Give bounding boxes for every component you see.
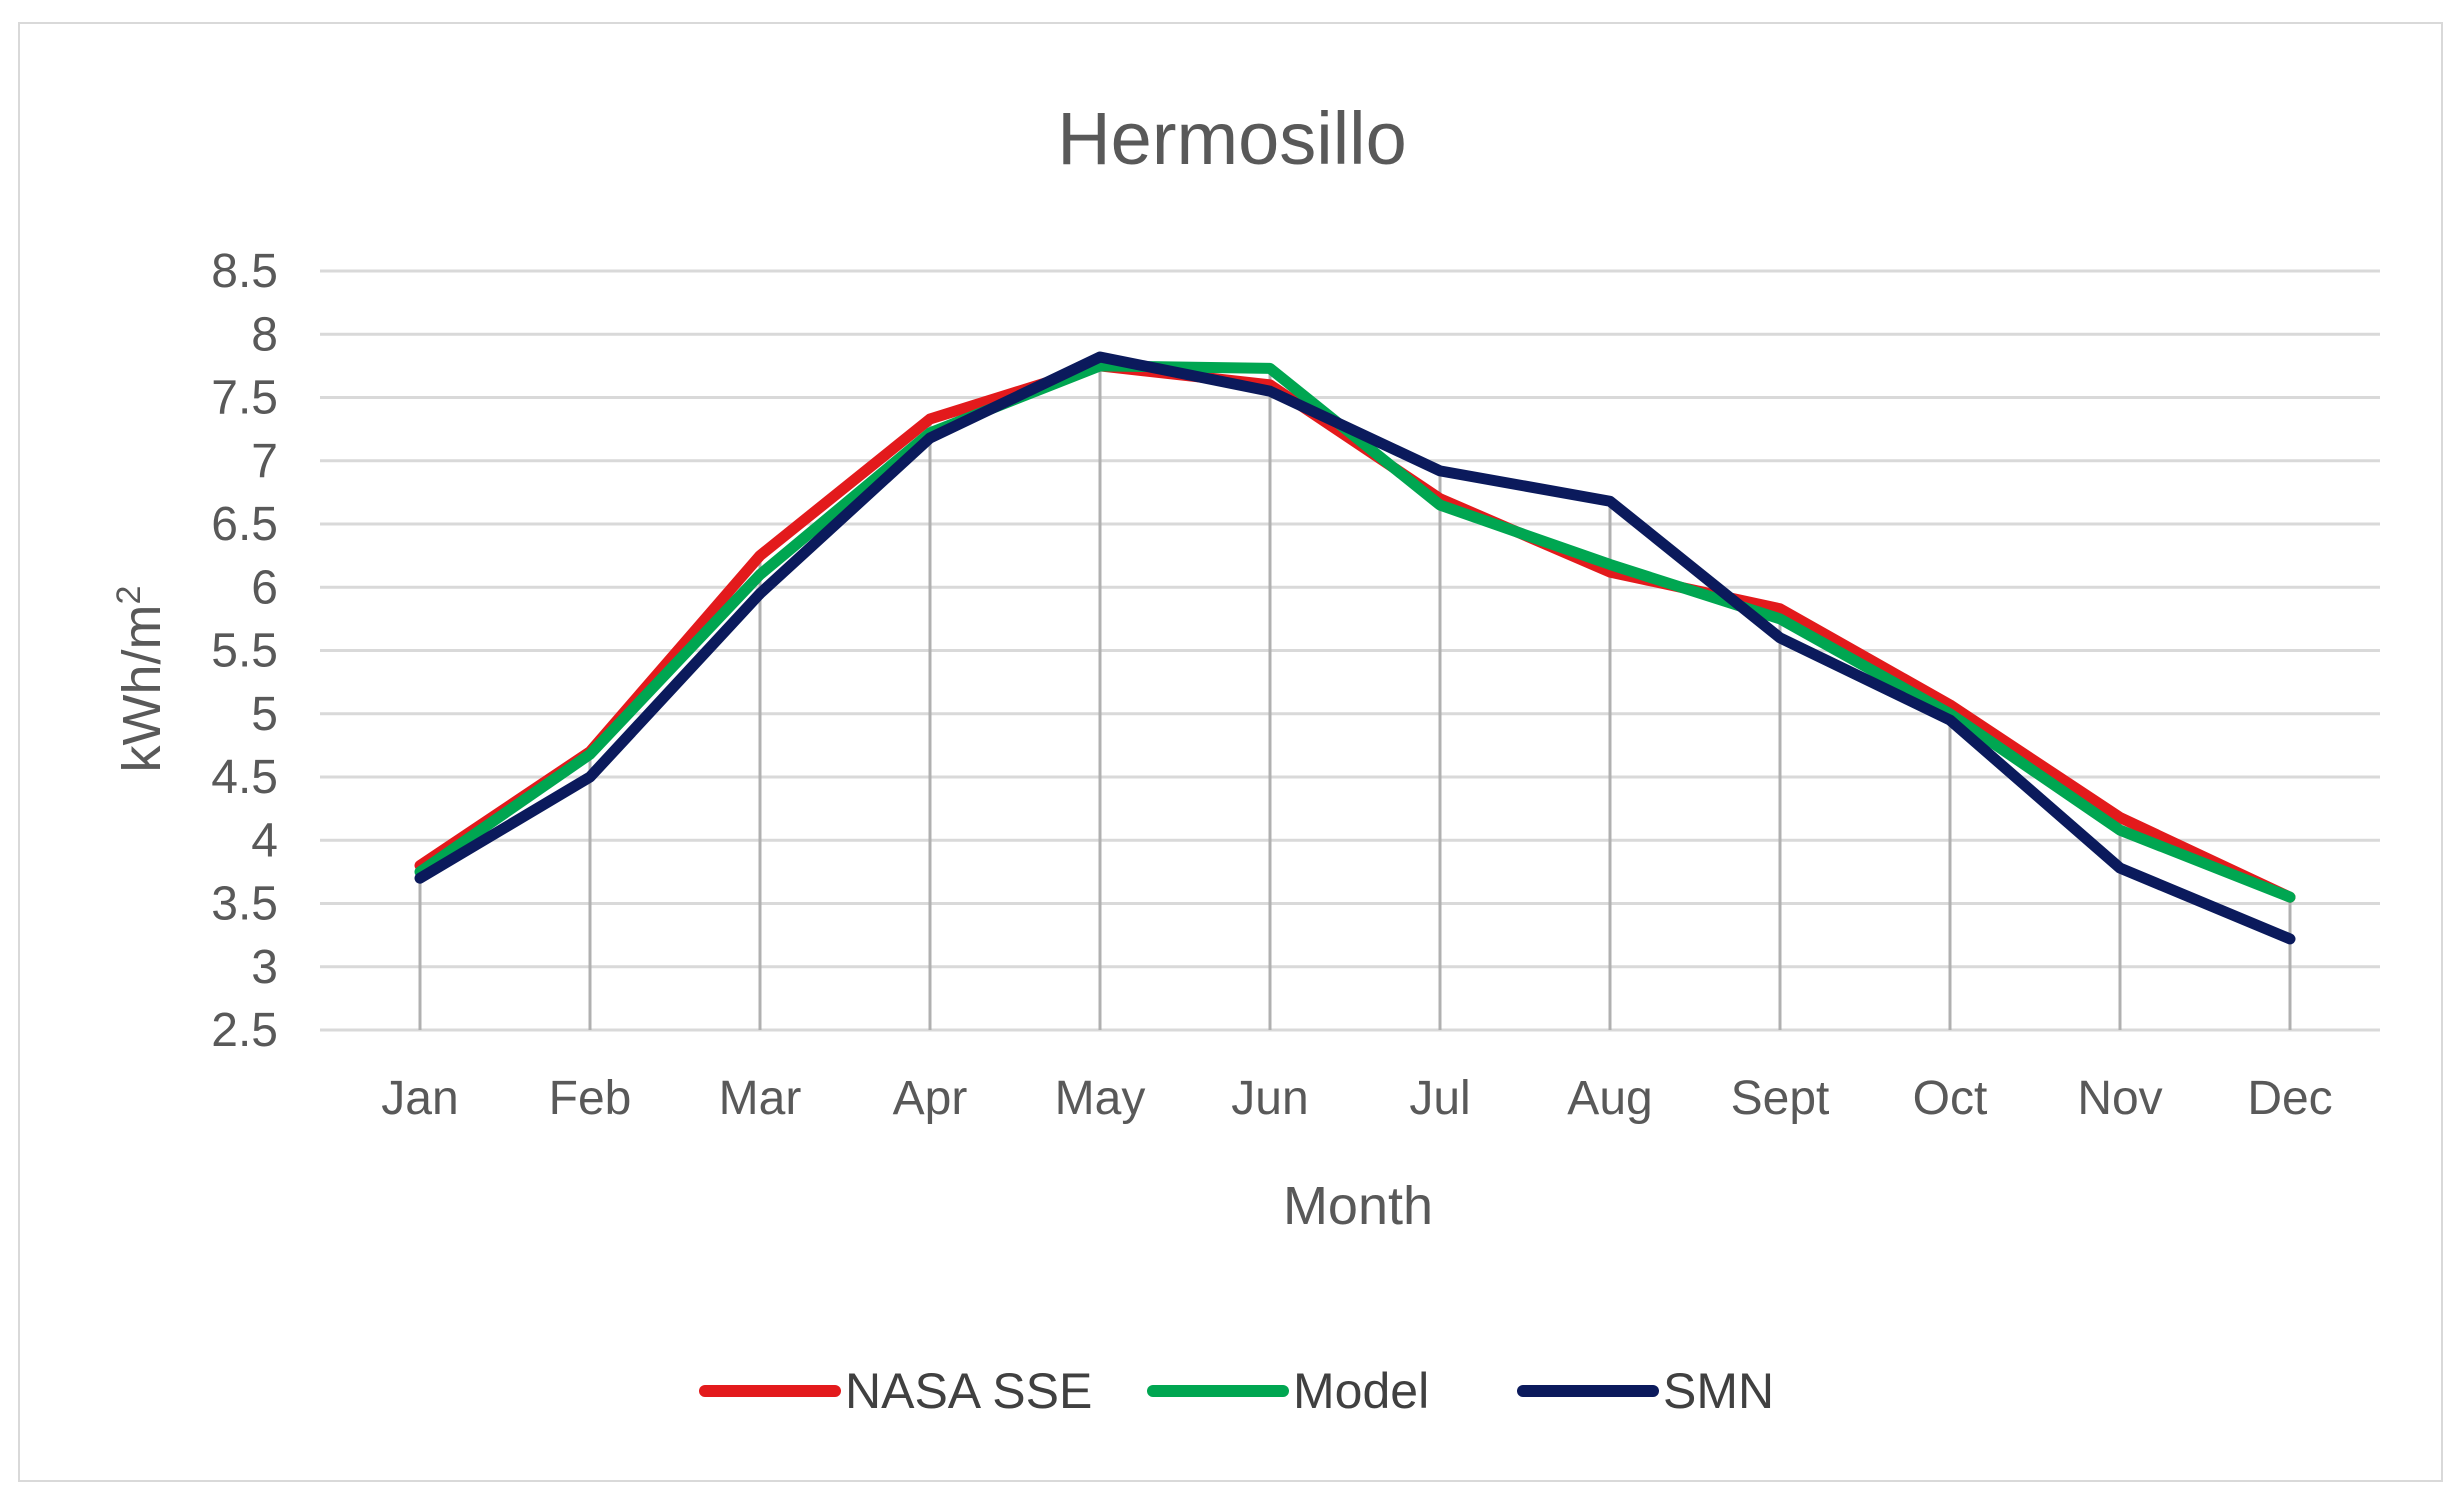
x-axis-ticks: Jan Feb Mar Apr May Jun Jul Aug Sept Oct Nov Dec — [381, 1072, 2332, 1125]
x-tick-label: Aug — [1567, 1072, 1652, 1125]
grid-lines — [320, 269, 2380, 1032]
y-axis-ticks: 2.5 3 3.5 4 4.5 5 5.5 6 6.5 7 7.5 8 8.5 — [211, 245, 278, 1057]
y-tick-label: 8.5 — [211, 245, 278, 298]
y-tick-label: 3 — [251, 941, 278, 994]
chart-title: Hermosillo — [1057, 97, 1407, 180]
y-tick-label: 6.5 — [211, 498, 278, 551]
legend-label-model: Model — [1293, 1363, 1429, 1419]
y-axis-title-superscript: 2 — [110, 586, 148, 605]
x-tick-label: Oct — [1913, 1072, 1988, 1125]
x-tick-label: Jan — [381, 1072, 458, 1125]
x-tick-label: Nov — [2077, 1072, 2162, 1125]
y-tick-label: 7 — [251, 435, 278, 488]
y-tick-label: 5 — [251, 688, 278, 741]
y-tick-label: 4.5 — [211, 751, 278, 804]
x-tick-label: Apr — [893, 1072, 968, 1125]
x-tick-label: Jul — [1409, 1072, 1470, 1125]
y-tick-label: 3.5 — [211, 878, 278, 931]
vertical-drop-lines — [418, 357, 2292, 1030]
x-tick-label: May — [1055, 1072, 1146, 1125]
x-tick-label: Sept — [1731, 1072, 1830, 1125]
legend: NASA SSE Model SMN — [699, 1363, 1774, 1419]
y-axis-title-main: kWh/m — [112, 604, 172, 772]
x-tick-label: Jun — [1231, 1072, 1308, 1125]
y-tick-label: 8 — [251, 308, 278, 361]
x-axis-title: Month — [1283, 1176, 1433, 1236]
x-tick-label: Mar — [719, 1072, 802, 1125]
legend-label-nasa-sse: NASA SSE — [845, 1363, 1092, 1419]
chart-frame: Hermosillo 2.5 3 3.5 4 4.5 5 5.5 6 6.5 7 7.5 8 8.5 J… — [18, 22, 2443, 1482]
series-line-smn — [414, 351, 2296, 945]
y-tick-label: 6 — [251, 561, 278, 614]
y-axis-title: kWh/m2 — [110, 586, 172, 773]
y-tick-label: 4 — [251, 814, 278, 867]
x-tick-label: Feb — [549, 1072, 632, 1125]
chart-svg: Hermosillo 2.5 3 3.5 4 4.5 5 5.5 6 6.5 7 7.5 8 8.5 J… — [110, 97, 2380, 1419]
legend-label-smn: SMN — [1663, 1363, 1774, 1419]
y-tick-label: 7.5 — [211, 372, 278, 425]
series-lines — [414, 351, 2296, 945]
x-tick-label: Dec — [2247, 1072, 2332, 1125]
y-tick-label: 5.5 — [211, 625, 278, 678]
y-tick-label: 2.5 — [211, 1004, 278, 1057]
